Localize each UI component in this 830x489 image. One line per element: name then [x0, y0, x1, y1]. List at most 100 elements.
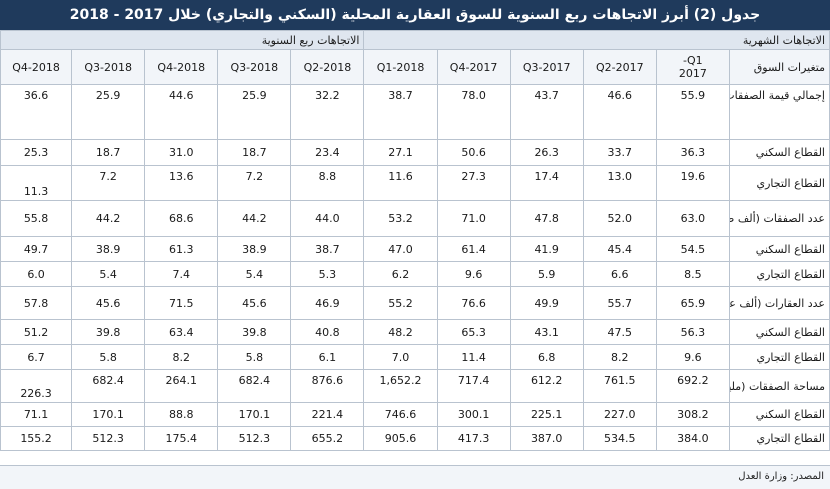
row-label: القطاع التجاري	[728, 426, 830, 451]
table-cell: 682.4	[217, 369, 292, 403]
table-cell: 65.3	[436, 319, 511, 345]
source-note: المصدر: وزارة العدل	[0, 465, 830, 489]
table-cell: 5.9	[509, 261, 584, 287]
table-cell: 761.5	[582, 369, 657, 403]
table-title: جدول (2) أبرز الاتجاهات ربع السنوية للسو…	[0, 0, 830, 30]
table-cell: 52.0	[582, 200, 657, 237]
table-cell: 44.2	[217, 200, 292, 237]
table-cell: 45.6	[217, 286, 292, 320]
row-label: القطاع السكني	[728, 402, 830, 427]
table-cell: 5.8	[71, 344, 146, 370]
table-cell: 6.1	[290, 344, 365, 370]
row-label: القطاع التجاري	[728, 344, 830, 370]
table-cell: 9.6	[436, 261, 511, 287]
period-header: 2018-Q3	[217, 49, 292, 85]
table-cell: 27.3	[436, 165, 511, 201]
table-cell: 53.2	[363, 200, 438, 237]
table-cell: 38.9	[217, 236, 292, 262]
table-cell: 9.6	[655, 344, 730, 370]
table-cell: 61.4	[436, 236, 511, 262]
table-cell: 18.7	[217, 139, 292, 166]
table-cell: 43.1	[509, 319, 584, 345]
table-cell: 38.7	[290, 236, 365, 262]
row-label: إجمالي قيمة الصفقات (مليار ريال)	[728, 84, 830, 140]
table-cell: 11.6	[363, 165, 438, 201]
table-cell: 68.6	[144, 200, 219, 237]
table-cell: 7.0	[363, 344, 438, 370]
table-cell: 61.3	[144, 236, 219, 262]
period-header: 2018-Q2	[290, 49, 365, 85]
table-cell: 63.4	[144, 319, 219, 345]
table-cell: 8.2	[582, 344, 657, 370]
table-cell: 56.3	[655, 319, 730, 345]
table-row: القطاع التجاري 19.6 13.0 17.4 27.3 11.6 8.8 7.2…	[0, 165, 830, 201]
table-cell: 49.7	[0, 236, 73, 262]
table-cell: 534.5	[582, 426, 657, 451]
table-cell: 44.2	[71, 200, 146, 237]
row-label: القطاع التجاري	[728, 261, 830, 287]
table-cell: 11.4	[436, 344, 511, 370]
table-cell: 155.2	[0, 426, 73, 451]
table-cell: 17.4	[509, 165, 584, 201]
row-label: القطاع السكني	[728, 236, 830, 262]
table-cell: 746.6	[363, 402, 438, 427]
table-cell: 45.6	[71, 286, 146, 320]
table-cell: 387.0	[509, 426, 584, 451]
table-cell: 25.3	[0, 139, 73, 166]
row-label: عدد الصفقات (ألف صفقة)	[728, 200, 830, 237]
table-row: القطاع السكني 54.5 45.4 41.9 61.4 47.0 38.7 38.…	[0, 236, 830, 262]
period-header: 2018-Q1	[363, 49, 438, 85]
table-cell: 25.9	[217, 84, 292, 140]
table-cell: 31.0	[144, 139, 219, 166]
table-cell: 76.6	[436, 286, 511, 320]
header-group-row: الاتجاهات الشهرية الاتجاهات ربع السنوية	[0, 30, 830, 50]
table-cell: 512.3	[71, 426, 146, 451]
table-cell: 71.5	[144, 286, 219, 320]
table-cell: 49.9	[509, 286, 584, 320]
label-column-header: متغيرات السوق	[728, 49, 830, 85]
table-row: القطاع التجاري 8.5 6.6 5.9 9.6 6.2 5.3 5.4 7.4 5.…	[0, 261, 830, 287]
table-cell: 55.9	[655, 84, 730, 140]
table-cell: 5.8	[217, 344, 292, 370]
table-cell: 7.4	[144, 261, 219, 287]
period-header: 2018-Q4	[144, 49, 219, 85]
table-cell: 227.0	[582, 402, 657, 427]
table-cell: 36.3	[655, 139, 730, 166]
table-cell: 308.2	[655, 402, 730, 427]
table-cell: 33.7	[582, 139, 657, 166]
table-cell: 11.3	[0, 165, 73, 201]
row-label: مساحة الصفقات (مليون متر مربع)	[728, 369, 830, 403]
table-cell: 88.8	[144, 402, 219, 427]
table-cell: 264.1	[144, 369, 219, 403]
table-cell: 71.0	[436, 200, 511, 237]
table-row: القطاع السكني 308.2 227.0 225.1 300.1 746.6 22…	[0, 402, 830, 427]
table-cell: 26.3	[509, 139, 584, 166]
table-cell: 655.2	[290, 426, 365, 451]
table-cell: 226.3	[0, 369, 73, 403]
table-cell: 45.4	[582, 236, 657, 262]
table-cell: 40.8	[290, 319, 365, 345]
table-cell: 5.4	[217, 261, 292, 287]
table-row: مساحة الصفقات (مليون متر مربع)692.2761.5…	[0, 369, 830, 403]
table-cell: 47.8	[509, 200, 584, 237]
table-row: القطاع السكني 36.3 33.7 26.3 50.6 27.1 23.4 18.…	[0, 139, 830, 166]
table-cell: 6.6	[582, 261, 657, 287]
row-label: عدد العقارات (ألف عقار)	[728, 286, 830, 320]
table-row: عدد الصفقات (ألف صفقة)63.052.047.871.053…	[0, 200, 830, 237]
quarterly-trends-header: الاتجاهات ربع السنوية	[0, 30, 365, 50]
table-cell: 55.8	[0, 200, 73, 237]
table-cell: 38.9	[71, 236, 146, 262]
table-cell: 221.4	[290, 402, 365, 427]
table-cell: 50.6	[436, 139, 511, 166]
table-cell: 46.6	[582, 84, 657, 140]
table-cell: 6.2	[363, 261, 438, 287]
table-cell: 39.8	[71, 319, 146, 345]
table-cell: 876.6	[290, 369, 365, 403]
table-cell: 51.2	[0, 319, 73, 345]
table-cell: 41.9	[509, 236, 584, 262]
table-row: القطاع السكني 56.3 47.5 43.1 65.3 48.2 40.8 39.…	[0, 319, 830, 345]
table-cell: 78.0	[436, 84, 511, 140]
period-header: Q1- 2017	[655, 49, 730, 85]
table-cell: 1,652.2	[363, 369, 438, 403]
